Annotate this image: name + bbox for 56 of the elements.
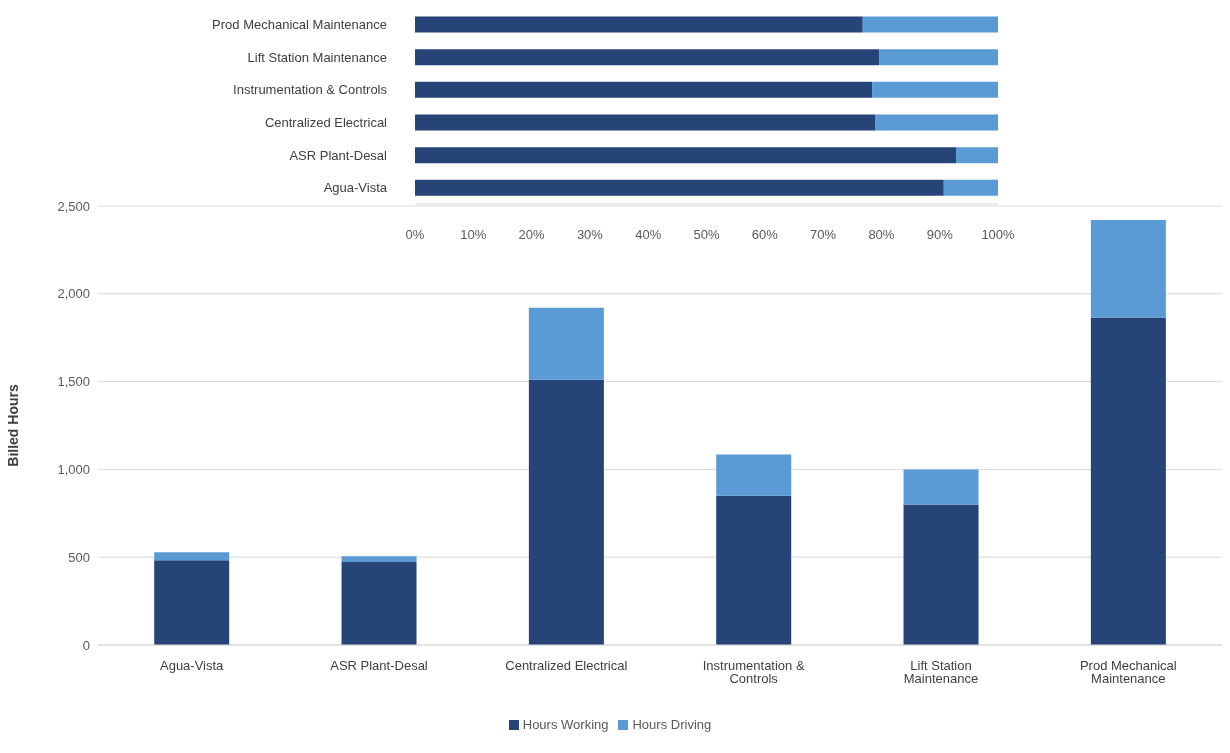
x-tick-label: Lift Station Maintenance <box>903 658 979 687</box>
x-tick-label: 40% <box>635 227 662 243</box>
x-tick-label: 100% <box>981 227 1016 243</box>
x-tick-label: Instrumentation & Controls <box>702 658 805 687</box>
bar <box>956 147 998 164</box>
x-tick-label: 90% <box>926 227 954 243</box>
y-tick-label: 1,000 <box>57 462 90 478</box>
x-tick-label: Prod Mechanical Maintenance <box>1079 658 1177 687</box>
y-axis-title: Billed Hours <box>4 384 21 467</box>
y-tick-label: Centralized Electrical <box>264 114 388 130</box>
bar <box>415 114 876 131</box>
y-tick-label: 500 <box>68 549 90 565</box>
bar <box>154 552 230 561</box>
x-tick-label: Centralized Electrical <box>505 658 628 674</box>
x-tick-label: 10% <box>460 227 487 243</box>
bar <box>415 147 957 164</box>
bar <box>415 16 863 33</box>
x-tick-label: 70% <box>810 227 837 243</box>
y-tick-label: 2,500 <box>57 198 90 214</box>
bar <box>862 16 998 33</box>
bar <box>1090 317 1166 645</box>
x-tick-label: 20% <box>518 227 546 243</box>
bar <box>341 562 417 645</box>
legend-label: Hours Driving <box>632 717 712 732</box>
x-tick-label: 60% <box>751 227 779 243</box>
y-tick-label: Lift Station Maintenance <box>247 49 387 65</box>
y-tick-label: Instrumentation & Controls <box>233 82 388 98</box>
x-tick-label: Agua-Vista <box>159 658 225 674</box>
x-tick-label: 0% <box>405 227 425 243</box>
bar <box>528 307 604 380</box>
bar <box>415 49 880 66</box>
x-tick-label: 80% <box>868 227 895 243</box>
bar <box>875 114 998 131</box>
y-tick-label: 1,500 <box>57 374 90 390</box>
bar <box>903 504 979 645</box>
y-tick-label: 0 <box>82 637 90 653</box>
bar <box>528 379 604 645</box>
y-tick-label: Agua-Vista <box>323 180 388 196</box>
bar <box>903 469 979 505</box>
y-tick-label: 2,000 <box>57 286 90 302</box>
bar <box>1090 220 1166 318</box>
legend-label: Hours Working <box>522 717 609 732</box>
x-tick-label: ASR Plant-Desal <box>330 658 428 674</box>
bar <box>943 179 998 196</box>
bar <box>716 495 792 645</box>
y-tick-label: Prod Mechanical Maintenance <box>212 16 387 32</box>
bar <box>879 49 998 66</box>
bar <box>872 81 998 98</box>
bar <box>415 179 944 196</box>
bar <box>341 556 417 563</box>
y-tick-label: ASR Plant-Desal <box>289 147 388 163</box>
bar <box>716 454 792 496</box>
x-tick-label: 50% <box>693 227 720 243</box>
x-tick-label: 30% <box>576 227 604 243</box>
bar <box>154 560 230 645</box>
bar <box>415 81 873 98</box>
